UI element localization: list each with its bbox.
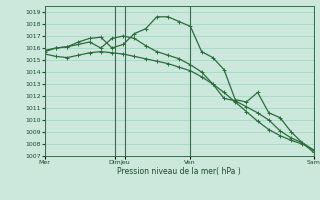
X-axis label: Pression niveau de la mer( hPa ): Pression niveau de la mer( hPa )	[117, 167, 241, 176]
